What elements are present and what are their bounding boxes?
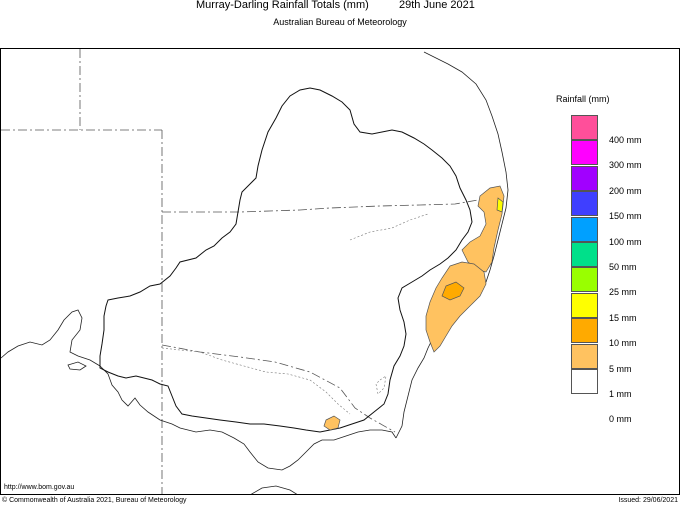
legend-swatch-400-mm: [571, 115, 598, 140]
legend-label-300-mm: 300 mm: [609, 160, 642, 171]
rainfall-map: [0, 49, 509, 494]
legend-swatch-5-mm: [571, 343, 598, 369]
legend-label-1-mm: 1 mm: [609, 389, 632, 399]
legend-swatch-150-mm: [571, 191, 598, 217]
map-title: Murray-Darling Rainfall Totals (mm) 29th…: [0, 0, 680, 12]
legend-swatch-300-mm: [571, 140, 598, 166]
legend-swatch-200-mm: [571, 165, 598, 191]
legend-swatch-15-mm: [571, 292, 598, 318]
legend-label-25-mm: 25 mm: [609, 287, 637, 298]
legend-label-50-mm: 50 mm: [609, 262, 637, 272]
tasmania-hint: [250, 485, 298, 494]
legend-label-400-mm: 400 mm: [609, 135, 642, 145]
rain-area-south-1mm: [323, 415, 341, 431]
copyright: © Commonwealth of Australia 2021, Bureau…: [2, 497, 187, 504]
legend-label-5-mm: 5 mm: [609, 363, 632, 374]
border-nsw-vic: [161, 344, 396, 433]
agency-name: Australian Bureau of Meteorology: [273, 17, 407, 27]
legend-swatch-1-mm: [571, 369, 598, 394]
legend-label-150-mm: 150 mm: [609, 211, 642, 222]
coastline-south: [0, 309, 397, 471]
map-title-text: Murray-Darling Rainfall Totals (mm): [196, 0, 369, 11]
footer: © Commonwealth of Australia 2021, Bureau…: [0, 496, 680, 506]
rain-area-north-15mm: [496, 197, 504, 213]
border-qld-nsw: [162, 195, 491, 213]
legend-label-0-mm: 0 mm: [609, 414, 632, 425]
legend-swatch-10-mm: [571, 318, 598, 344]
legend-swatch-100-mm: [571, 216, 598, 242]
legend-label-15-mm: 15 mm: [609, 312, 637, 323]
legend-title: Rainfall (mm): [556, 94, 610, 104]
legend-label-200-mm: 200 mm: [609, 185, 642, 196]
legend-label-100-mm: 100 mm: [609, 236, 642, 247]
legend-label-10-mm: 10 mm: [609, 338, 637, 349]
kangaroo-island: [67, 361, 87, 371]
source-url: http://www.bom.gov.au: [4, 484, 75, 491]
issued-date: Issued: 29/06/2021: [618, 497, 678, 504]
basin-boundary: [99, 87, 473, 433]
coastline-east: [395, 51, 509, 439]
rain-area-central-1mm: [425, 261, 487, 353]
legend-swatch-50-mm: [571, 242, 598, 267]
legend-swatch-25-mm: [571, 267, 598, 293]
rain-area-central-5mm: [441, 281, 465, 301]
map-date: 29th June 2021: [399, 0, 475, 11]
